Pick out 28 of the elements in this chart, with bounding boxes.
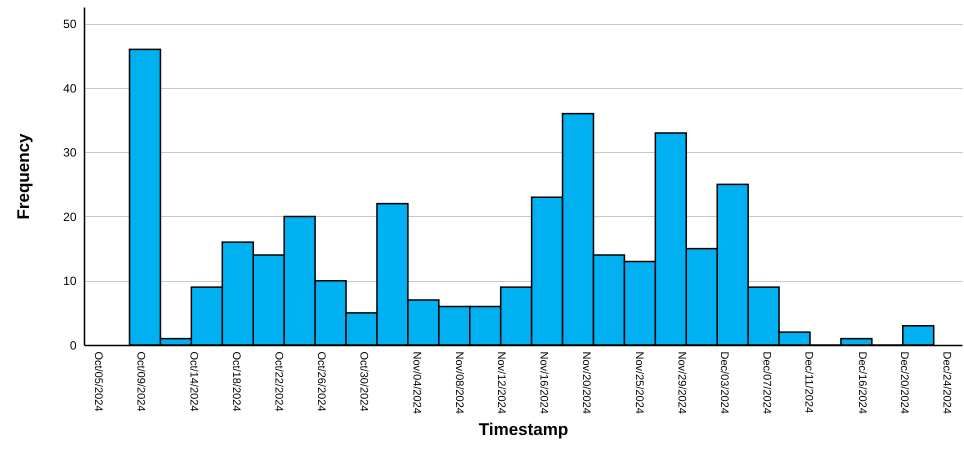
x-tick-label: Dec/24/2024 — [940, 352, 953, 414]
x-tick-label: Oct/05/2024 — [92, 352, 104, 412]
x-tick-label: Oct/09/2024 — [134, 352, 147, 412]
y-tick-label: 50 — [63, 17, 77, 32]
x-tick-label: Dec/16/2024 — [856, 352, 868, 414]
x-axis-title: Timestamp — [478, 420, 568, 439]
x-tick-label: Oct/18/2024 — [230, 352, 242, 412]
x-tick-label: Nov/12/2024 — [495, 352, 508, 414]
x-tick-label: Dec/11/2024 — [802, 352, 815, 414]
y-tick-label: 40 — [63, 81, 77, 96]
x-tick-label: Nov/25/2024 — [633, 352, 646, 414]
y-tick-label: 0 — [70, 338, 77, 352]
x-tick-label: Oct/26/2024 — [314, 352, 327, 412]
x-tick-label: Nov/16/2024 — [538, 352, 550, 414]
x-tick-label: Dec/03/2024 — [718, 352, 730, 414]
y-axis-title: Frequency — [14, 132, 34, 220]
x-tick-label: Dec/07/2024 — [760, 352, 772, 414]
y-tick-label: 20 — [63, 210, 77, 224]
x-tick-label: Nov/08/2024 — [452, 352, 465, 414]
y-tick-label: 10 — [63, 274, 77, 288]
x-tick-label: Dec/20/2024 — [898, 352, 910, 414]
x-tick-label: Oct/14/2024 — [188, 352, 200, 412]
x-tick-label: Oct/22/2024 — [272, 352, 284, 412]
x-tick-label: Oct/30/2024 — [357, 352, 370, 412]
x-tick-label: Nov/20/2024 — [580, 352, 592, 414]
y-tick-label: 30 — [63, 146, 77, 160]
x-tick-label: Nov/04/2024 — [410, 352, 422, 414]
x-tick-label: Nov/29/2024 — [675, 352, 688, 414]
